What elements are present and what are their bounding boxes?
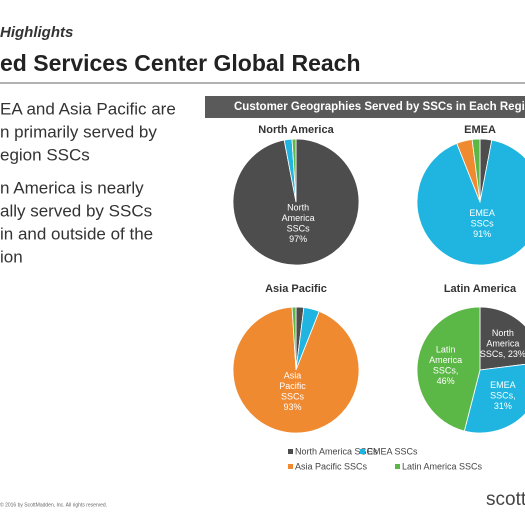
panel-header [205,96,525,118]
legend-swatch [360,449,365,454]
slice-label: EMEA [490,380,516,390]
slice-label: America [486,338,519,348]
slice-label: SSCs [471,218,495,228]
slice-label: Latin [436,344,456,354]
slice-label: North [492,328,514,338]
bullet-line: EA and Asia Pacific are [0,99,176,118]
slice-label: 91% [473,229,491,239]
slice-label: 46% [437,376,455,386]
pie-slice [416,306,481,432]
bullet-line: in and outside of the [0,224,153,243]
pie-slice [471,138,481,203]
slice-label: SSCs [281,391,305,401]
bullet-line: egion SSCs [0,145,90,164]
pie-slice [463,363,525,434]
slice-label: North [287,203,309,213]
pie-slice [291,138,297,203]
legend-swatch [288,449,293,454]
pie-title: Latin America [444,283,517,295]
pie-slice [479,306,525,371]
bullet-line: n primarily served by [0,122,157,141]
legend-label: Latin America SSCs [402,461,483,471]
pie-title: North America [258,124,334,136]
bullet-line: ally served by SSCs [0,201,152,220]
pie-title: Asia Pacific [265,283,327,295]
slice-label: America [429,355,462,365]
section-label: Highlights [0,24,73,41]
slice-label: 93% [284,402,302,412]
slice-label: 97% [289,234,307,244]
legend-label: Asia Pacific SSCs [295,461,368,471]
slice-label: SSCs, [433,365,459,375]
slice-label: 31% [494,401,512,411]
pie-title: EMEA [464,124,496,136]
slice-label: Asia [284,370,302,380]
copyright: © 2016 by ScottMadden, Inc. All rights r… [0,501,107,508]
panel-title: Customer Geographies Served by SSCs in E… [234,101,525,113]
slice-label: EMEA [469,208,495,218]
bullet-line: ion [0,247,23,266]
pie-slice [291,306,297,371]
legend-label: EMEA SSCs [367,446,418,456]
legend-swatch [395,464,400,469]
pie-slice [232,306,360,434]
bullet-line: n America is nearly [0,178,144,197]
pie-slice [416,139,525,266]
legend-swatch [288,464,293,469]
logo: scottm [486,489,525,510]
slice-label: SSCs, [490,390,516,400]
legend-label: North America SSCs [295,446,378,456]
slice-label: SSCs [287,224,311,234]
slice-label: Pacific [279,381,306,391]
slide-title: ed Services Center Global Reach [0,50,361,76]
slice-label: America [282,213,315,223]
slice-label: SSCs, 23% [480,349,525,359]
